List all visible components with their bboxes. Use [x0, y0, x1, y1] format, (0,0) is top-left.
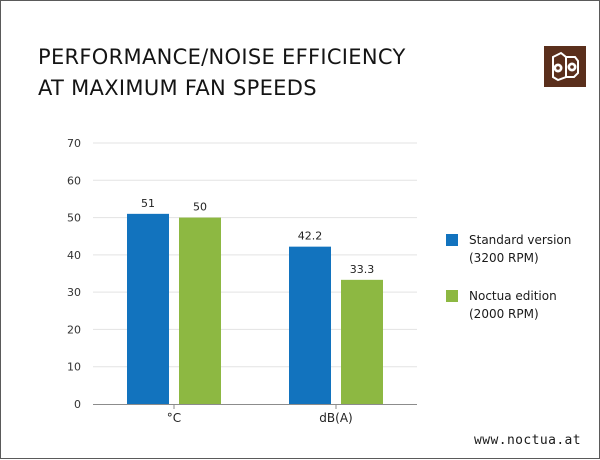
chart-title: PERFORMANCE/NOISE EFFICIENCY AT MAXIMUM … [38, 42, 406, 104]
y-tick-label: 20 [67, 323, 81, 336]
data-label: 51 [141, 197, 155, 210]
y-tick-label: 50 [67, 212, 81, 225]
bar-series-0-category-1 [289, 246, 331, 404]
legend-label-standard-line-1: Standard version [469, 233, 572, 247]
legend-label-standard: Standard version (3200 RPM) [469, 231, 571, 267]
y-tick-label: 10 [67, 361, 81, 374]
bar-series-0-category-0 [127, 213, 169, 404]
x-tick-label: °C [167, 411, 181, 425]
legend-label-noctua-line-2: (2000 RPM) [469, 307, 539, 321]
data-label: 50 [193, 201, 207, 214]
legend-swatch-noctua [446, 290, 458, 302]
legend-swatch-standard [446, 234, 458, 246]
y-tick-label: 40 [67, 249, 81, 262]
y-tick-label: 60 [67, 174, 81, 187]
legend-label-noctua-line-1: Noctua edition [469, 289, 557, 303]
bar-series-1-category-0 [179, 217, 221, 404]
chart-title-line-2: AT MAXIMUM FAN SPEEDS [38, 76, 317, 100]
legend-label-noctua: Noctua edition (2000 RPM) [469, 287, 557, 323]
legend-label-standard-line-2: (3200 RPM) [469, 251, 539, 265]
data-label: 33.3 [350, 263, 375, 276]
chart-title-line-1: PERFORMANCE/NOISE EFFICIENCY [38, 45, 406, 69]
bar-series-1-category-1 [341, 279, 383, 404]
y-tick-label: 0 [74, 398, 81, 411]
y-tick-label: 70 [67, 137, 81, 150]
y-tick-label: 30 [67, 286, 81, 299]
data-label: 42.2 [298, 230, 323, 243]
x-tick-label: dB(A) [319, 411, 352, 425]
noctua-owl-logo-icon [544, 46, 586, 87]
footer-url: www.noctua.at [474, 433, 581, 448]
